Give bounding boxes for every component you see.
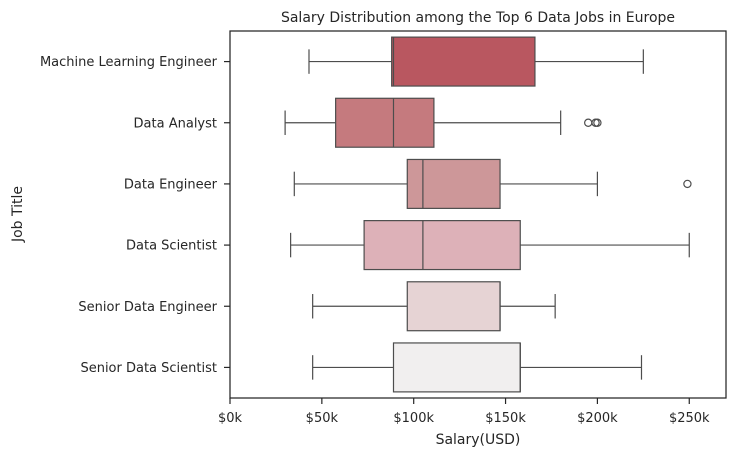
box-iqr bbox=[406, 281, 501, 332]
box-iqr bbox=[391, 36, 536, 87]
x-tick-label: $0k bbox=[218, 411, 243, 426]
outlier-point bbox=[683, 179, 692, 189]
x-tick-label: $150k bbox=[485, 411, 526, 426]
x-tick-label: $50k bbox=[306, 411, 339, 426]
x-tick-label: $200k bbox=[577, 411, 618, 426]
box-iqr bbox=[406, 158, 501, 209]
box-group bbox=[293, 158, 692, 209]
x-axis: $0k $50k $100k $150k $200k $250k bbox=[218, 398, 710, 426]
outlier-point bbox=[584, 118, 593, 127]
box-iqr bbox=[363, 220, 521, 271]
box-iqr bbox=[392, 342, 521, 393]
x-tick-label: $250k bbox=[669, 411, 710, 426]
box-group bbox=[290, 220, 690, 271]
y-tick-label: Senior Data Scientist bbox=[80, 361, 217, 376]
y-tick-label: Senior Data Engineer bbox=[78, 300, 217, 315]
box-group bbox=[312, 281, 556, 332]
box-group bbox=[308, 36, 644, 87]
y-tick-label: Machine Learning Engineer bbox=[40, 55, 218, 70]
x-axis-label: Salary(USD) bbox=[436, 432, 521, 448]
chart-title: Salary Distribution among the Top 6 Data… bbox=[281, 10, 675, 26]
box-iqr bbox=[335, 97, 435, 148]
box-group bbox=[312, 342, 643, 393]
y-axis-label: Job Title bbox=[10, 186, 26, 243]
outlier-point bbox=[593, 118, 602, 127]
box-group bbox=[284, 97, 602, 148]
plot-area bbox=[284, 36, 692, 393]
x-tick-label: $100k bbox=[393, 411, 434, 426]
y-tick-label: Data Engineer bbox=[124, 177, 218, 192]
y-tick-label: Data Analyst bbox=[134, 116, 217, 131]
plot-frame bbox=[229, 30, 727, 399]
y-tick-label: Data Scientist bbox=[126, 239, 217, 254]
y-axis: Machine Learning Engineer Data Analyst Dat… bbox=[40, 55, 230, 376]
